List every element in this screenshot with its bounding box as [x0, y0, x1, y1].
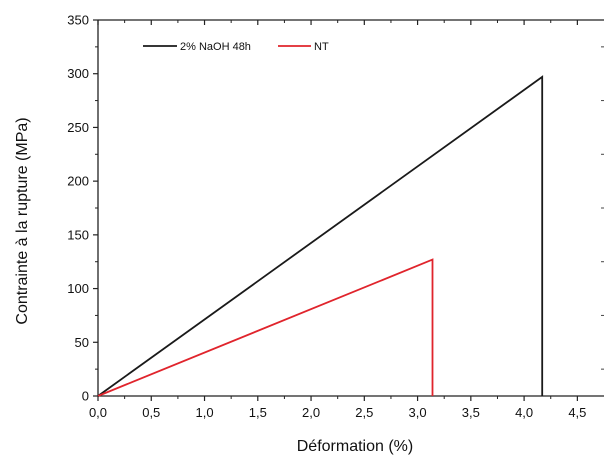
series-line-1 — [97, 258, 434, 397]
x-tick-label: 1,0 — [195, 405, 213, 420]
y-tick-label: 350 — [67, 13, 89, 28]
series-line-0 — [97, 75, 544, 397]
legend: 2% NaOH 48h NT — [143, 41, 329, 53]
y-tick-label: 50 — [75, 335, 89, 350]
y-tick-label: 300 — [67, 66, 89, 81]
x-tick-label: 2,5 — [355, 405, 373, 420]
x-tick-label: 0,0 — [89, 405, 107, 420]
y-axis-ticks: 0 50 100 150 200 250 300 350 — [67, 13, 98, 404]
y-axis-title: Contrainte à la rupture (MPa) — [14, 117, 31, 324]
x-tick-label: 3,0 — [409, 405, 427, 420]
legend-label-0: 2% NaOH 48h — [180, 41, 251, 53]
x-tick-label: 4,5 — [568, 405, 586, 420]
x-axis-title: Déformation (%) — [297, 438, 413, 455]
legend-label-1: NT — [314, 41, 329, 53]
y-tick-label: 200 — [67, 174, 89, 189]
x-tick-label: 0,5 — [142, 405, 160, 420]
plot-frame — [97, 19, 604, 397]
x-tick-label: 1,5 — [249, 405, 267, 420]
x-tick-label: 4,0 — [515, 405, 533, 420]
x-tick-label: 3,5 — [462, 405, 480, 420]
x-axis-ticks: 0,0 0,5 1,0 1,5 2,0 2,5 3,0 3,5 4,0 4,5 — [89, 20, 586, 420]
y-tick-label: 150 — [67, 227, 89, 242]
y-tick-label: 250 — [67, 120, 89, 135]
y-tick-label: 100 — [67, 281, 89, 296]
x-tick-label: 2,0 — [302, 405, 320, 420]
series-layer — [97, 75, 544, 397]
y-tick-label: 0 — [82, 389, 89, 404]
